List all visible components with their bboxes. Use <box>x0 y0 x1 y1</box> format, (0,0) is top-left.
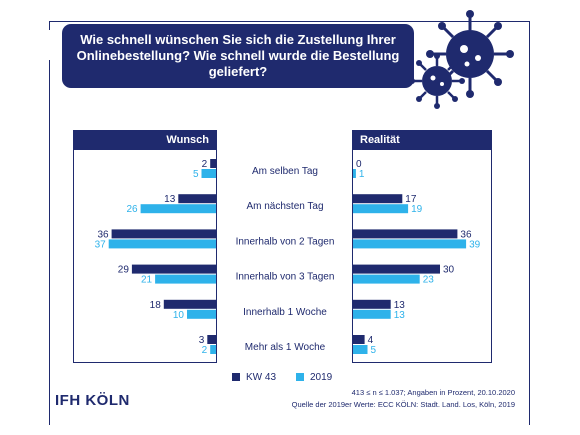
ifh-logo: IFH KÖLN <box>55 392 130 409</box>
bar-wunsch-kw43 <box>178 194 216 204</box>
footnote-sample: 413 ≤ n ≤ 1.037; Angaben in Prozent, 20.… <box>351 388 515 397</box>
data-label: 2 <box>202 345 208 356</box>
category-label: Innerhalb 1 Woche <box>243 307 327 318</box>
legend-label-kw43: KW 43 <box>246 372 277 383</box>
data-label: 29 <box>118 265 130 276</box>
bar-wunsch-2019 <box>201 169 216 178</box>
title-box: Wie schnell wünschen Sie sich die Zustel… <box>62 24 414 88</box>
bar-realitaet-kw43 <box>353 335 365 344</box>
chart-title: Wie schnell wünschen Sie sich die Zustel… <box>76 32 400 79</box>
category-label: Am nächsten Tag <box>246 201 323 212</box>
bar-wunsch-kw43 <box>111 229 216 239</box>
data-label: 0 <box>356 159 362 170</box>
data-label: 4 <box>368 335 374 346</box>
realitaet-header: Realität <box>352 130 492 150</box>
data-label: 19 <box>411 204 423 215</box>
bar-realitaet-2019 <box>353 239 467 249</box>
data-label: 10 <box>173 310 185 321</box>
legend-swatch-kw43 <box>232 373 240 382</box>
data-label: 5 <box>193 169 199 180</box>
frame-gap <box>48 30 60 60</box>
category-label: Innerhalb von 3 Tagen <box>236 272 335 283</box>
data-label: 13 <box>164 194 176 205</box>
data-label: 36 <box>97 229 109 240</box>
category-label: Mehr als 1 Woche <box>245 342 326 353</box>
bar-realitaet-kw43 <box>353 194 403 204</box>
bar-wunsch-kw43 <box>207 335 216 344</box>
data-label: 30 <box>443 265 455 276</box>
legend-2019: 2019 <box>296 372 332 383</box>
bar-realitaet-kw43 <box>353 264 440 274</box>
bar-wunsch-kw43 <box>163 299 216 309</box>
data-label: 23 <box>423 275 435 286</box>
data-label: 5 <box>371 345 377 356</box>
bar-realitaet-2019 <box>353 169 356 178</box>
data-label: 17 <box>405 194 417 205</box>
data-label: 3 <box>199 335 205 346</box>
category-label: Innerhalb von 2 Tagen <box>236 236 335 247</box>
data-label: 13 <box>394 310 406 321</box>
bar-wunsch-2019 <box>210 345 216 354</box>
data-label: 36 <box>460 229 472 240</box>
footnote-source: Quelle der 2019er Werte: ECC KÖLN: Stadt… <box>291 400 515 409</box>
data-label: 26 <box>126 204 138 215</box>
bar-realitaet-2019 <box>353 309 391 319</box>
data-label: 1 <box>359 169 365 180</box>
data-label: 39 <box>469 239 481 250</box>
data-label: 13 <box>394 300 406 311</box>
realitaet-panel <box>352 130 492 363</box>
bar-realitaet-2019 <box>353 345 368 354</box>
bar-wunsch-kw43 <box>210 159 216 168</box>
legend-label-2019: 2019 <box>310 372 333 383</box>
data-label: 37 <box>95 239 107 250</box>
virus-icon <box>409 53 465 109</box>
legend-kw43: KW 43 <box>232 372 276 383</box>
bar-realitaet-2019 <box>353 204 409 214</box>
bar-realitaet-2019 <box>353 274 420 284</box>
category-label: Am selben Tag <box>252 166 318 177</box>
bar-realitaet-kw43 <box>353 299 391 309</box>
wunsch-header: Wunsch <box>73 130 217 150</box>
wunsch-panel <box>73 130 217 363</box>
bar-realitaet-kw43 <box>353 229 458 239</box>
data-label: 18 <box>150 300 162 311</box>
data-label: 21 <box>141 275 153 286</box>
bar-wunsch-2019 <box>140 204 216 214</box>
bar-wunsch-2019 <box>108 239 216 249</box>
outer-frame <box>49 21 530 425</box>
legend-swatch-2019 <box>296 373 304 382</box>
bar-wunsch-kw43 <box>131 264 216 274</box>
bar-wunsch-2019 <box>187 309 216 319</box>
virus-icon <box>426 10 514 98</box>
bar-wunsch-2019 <box>155 274 216 284</box>
data-label: 2 <box>202 159 208 170</box>
